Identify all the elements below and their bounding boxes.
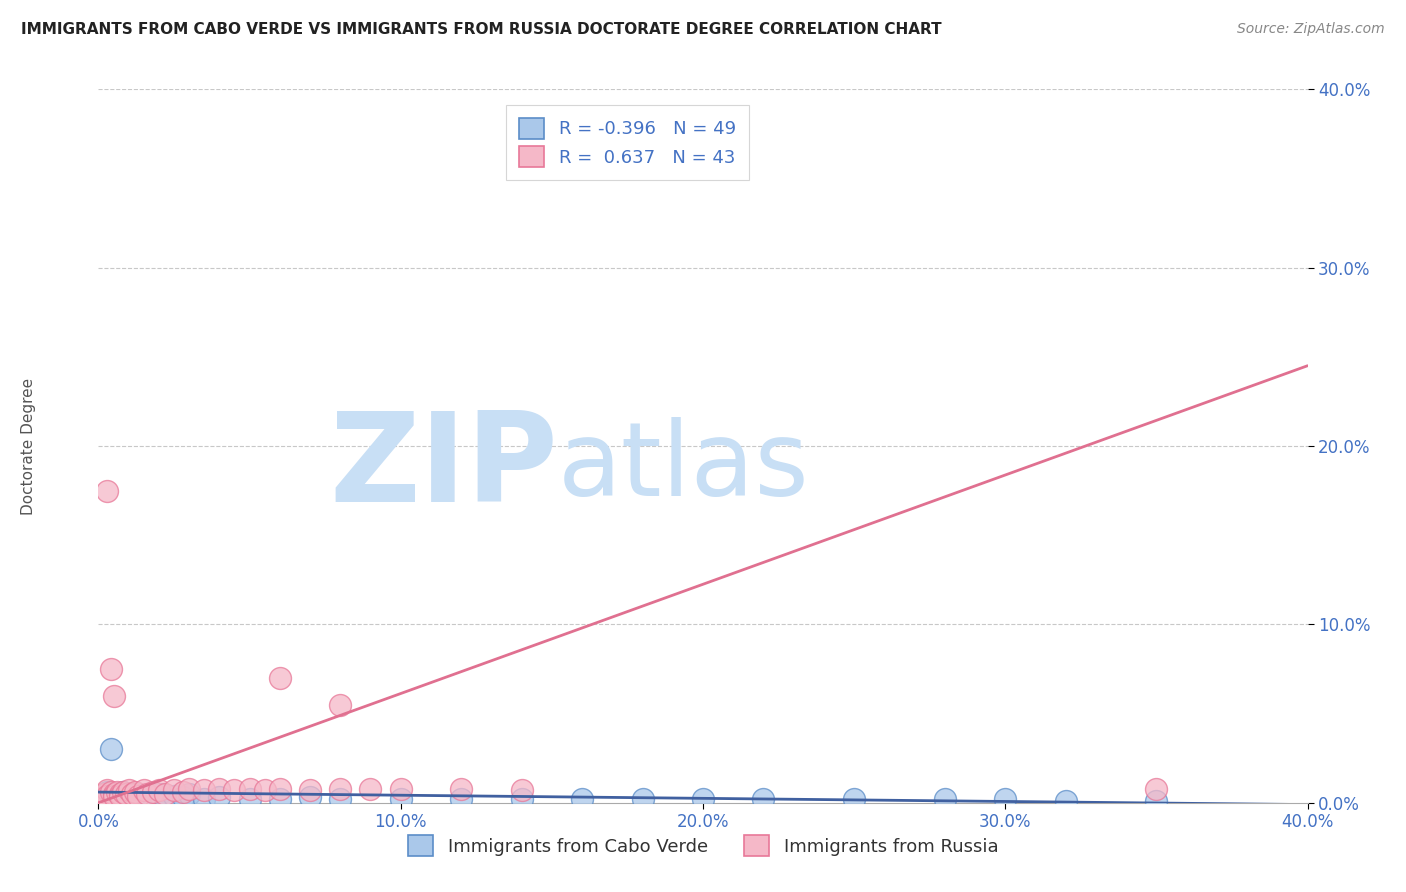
Point	[108, 787, 131, 801]
Point	[127, 787, 149, 801]
Point	[103, 792, 125, 806]
Point	[934, 792, 956, 806]
Point	[121, 789, 143, 803]
Point	[111, 785, 134, 799]
Point	[224, 783, 246, 797]
Point	[1144, 781, 1167, 796]
Point	[118, 787, 141, 801]
Point	[108, 789, 131, 803]
Point	[93, 787, 115, 801]
Point	[153, 787, 176, 801]
Point	[118, 792, 141, 806]
Point	[389, 792, 412, 806]
Point	[103, 787, 125, 801]
Point	[1054, 794, 1077, 808]
Point	[111, 789, 134, 803]
Point	[360, 781, 382, 796]
Point	[299, 783, 322, 797]
Point	[105, 785, 128, 799]
Point	[93, 789, 115, 803]
Point	[103, 689, 125, 703]
Point	[103, 790, 125, 805]
Point	[172, 790, 194, 805]
Point	[329, 792, 352, 806]
Point	[108, 787, 131, 801]
Point	[269, 792, 291, 806]
Point	[253, 783, 276, 797]
Legend: Immigrants from Cabo Verde, Immigrants from Russia: Immigrants from Cabo Verde, Immigrants f…	[399, 826, 1007, 865]
Y-axis label: Doctorate Degree: Doctorate Degree	[21, 377, 37, 515]
Point	[93, 792, 115, 806]
Point	[105, 789, 128, 803]
Point	[124, 785, 146, 799]
Point	[142, 790, 165, 805]
Point	[100, 785, 122, 799]
Point	[111, 785, 134, 799]
Point	[93, 790, 115, 805]
Point	[179, 781, 201, 796]
Point	[100, 789, 122, 803]
Point	[124, 790, 146, 805]
Point	[96, 792, 118, 806]
Point	[114, 790, 136, 805]
Point	[153, 792, 176, 806]
Point	[193, 783, 215, 797]
Point	[100, 787, 122, 801]
Point	[132, 783, 155, 797]
Point	[269, 671, 291, 685]
Point	[631, 792, 654, 806]
Point	[129, 792, 152, 806]
Text: atlas: atlas	[558, 417, 810, 518]
Point	[179, 787, 201, 801]
Point	[127, 789, 149, 803]
Point	[389, 781, 412, 796]
Point	[90, 790, 112, 805]
Point	[100, 742, 122, 756]
Point	[994, 792, 1017, 806]
Point	[329, 781, 352, 796]
Text: IMMIGRANTS FROM CABO VERDE VS IMMIGRANTS FROM RUSSIA DOCTORATE DEGREE CORRELATIO: IMMIGRANTS FROM CABO VERDE VS IMMIGRANTS…	[21, 22, 942, 37]
Point	[148, 787, 170, 801]
Point	[208, 781, 231, 796]
Point	[752, 792, 775, 806]
Point	[96, 783, 118, 797]
Point	[172, 785, 194, 799]
Point	[96, 789, 118, 803]
Point	[108, 792, 131, 806]
Point	[163, 789, 186, 803]
Text: ZIP: ZIP	[329, 407, 558, 528]
Point	[299, 790, 322, 805]
Point	[692, 792, 714, 806]
Point	[510, 783, 533, 797]
Point	[96, 483, 118, 498]
Point	[571, 792, 593, 806]
Point	[100, 662, 122, 676]
Point	[844, 792, 866, 806]
Point	[96, 790, 118, 805]
Point	[450, 781, 472, 796]
Point	[239, 792, 262, 806]
Point	[121, 787, 143, 801]
Point	[103, 789, 125, 803]
Point	[329, 698, 352, 712]
Point	[142, 785, 165, 799]
Point	[208, 790, 231, 805]
Point	[135, 787, 157, 801]
Point	[148, 783, 170, 797]
Text: Source: ZipAtlas.com: Source: ZipAtlas.com	[1237, 22, 1385, 37]
Point	[1144, 794, 1167, 808]
Point	[510, 792, 533, 806]
Point	[118, 783, 141, 797]
Point	[135, 789, 157, 803]
Point	[239, 781, 262, 796]
Point	[96, 785, 118, 799]
Point	[105, 790, 128, 805]
Point	[114, 787, 136, 801]
Point	[450, 792, 472, 806]
Point	[163, 783, 186, 797]
Point	[90, 789, 112, 803]
Point	[193, 792, 215, 806]
Point	[269, 781, 291, 796]
